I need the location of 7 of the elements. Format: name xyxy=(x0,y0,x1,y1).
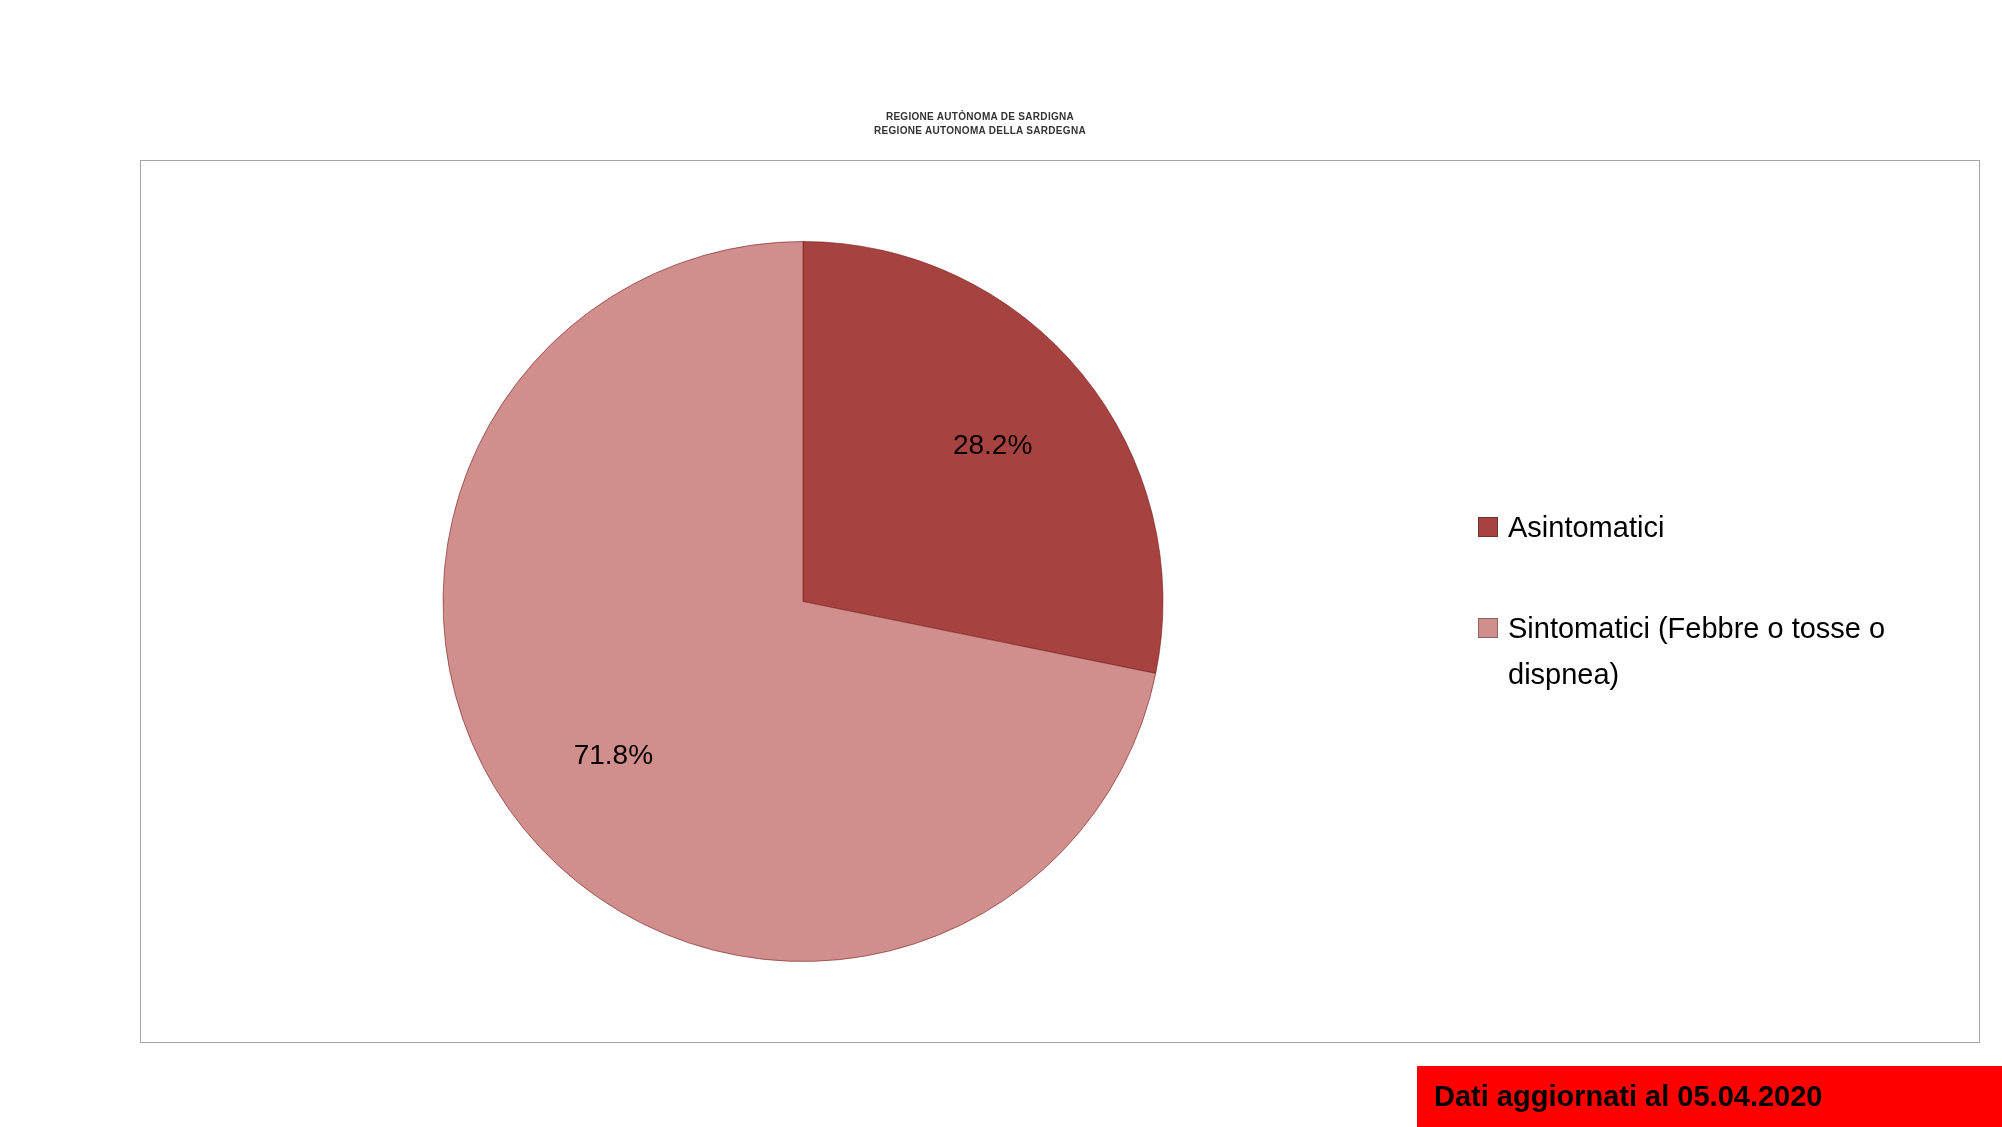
data-label: 71.8% xyxy=(573,739,654,771)
legend-label: Asintomatici xyxy=(1508,510,1665,545)
legend-label: Sintomatici (Febbre o tosse o dispnea) xyxy=(1508,611,1887,692)
text: REGIONE AUTÒNOMA DE SARDIGNA xyxy=(884,110,1076,124)
text: REGIONE AUTONOMA DELLA SARDEGNA xyxy=(873,124,1087,138)
text: Dati aggiornati al 05.04.2020 xyxy=(1417,1066,2002,1127)
data-label: 28.2% xyxy=(952,429,1033,461)
